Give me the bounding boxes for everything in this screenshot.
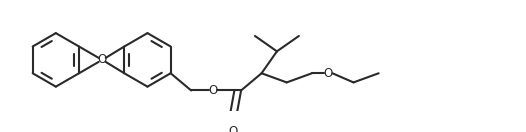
Text: O: O [97, 53, 107, 66]
Text: O: O [208, 84, 217, 97]
Text: O: O [323, 67, 333, 80]
Text: O: O [228, 125, 237, 132]
